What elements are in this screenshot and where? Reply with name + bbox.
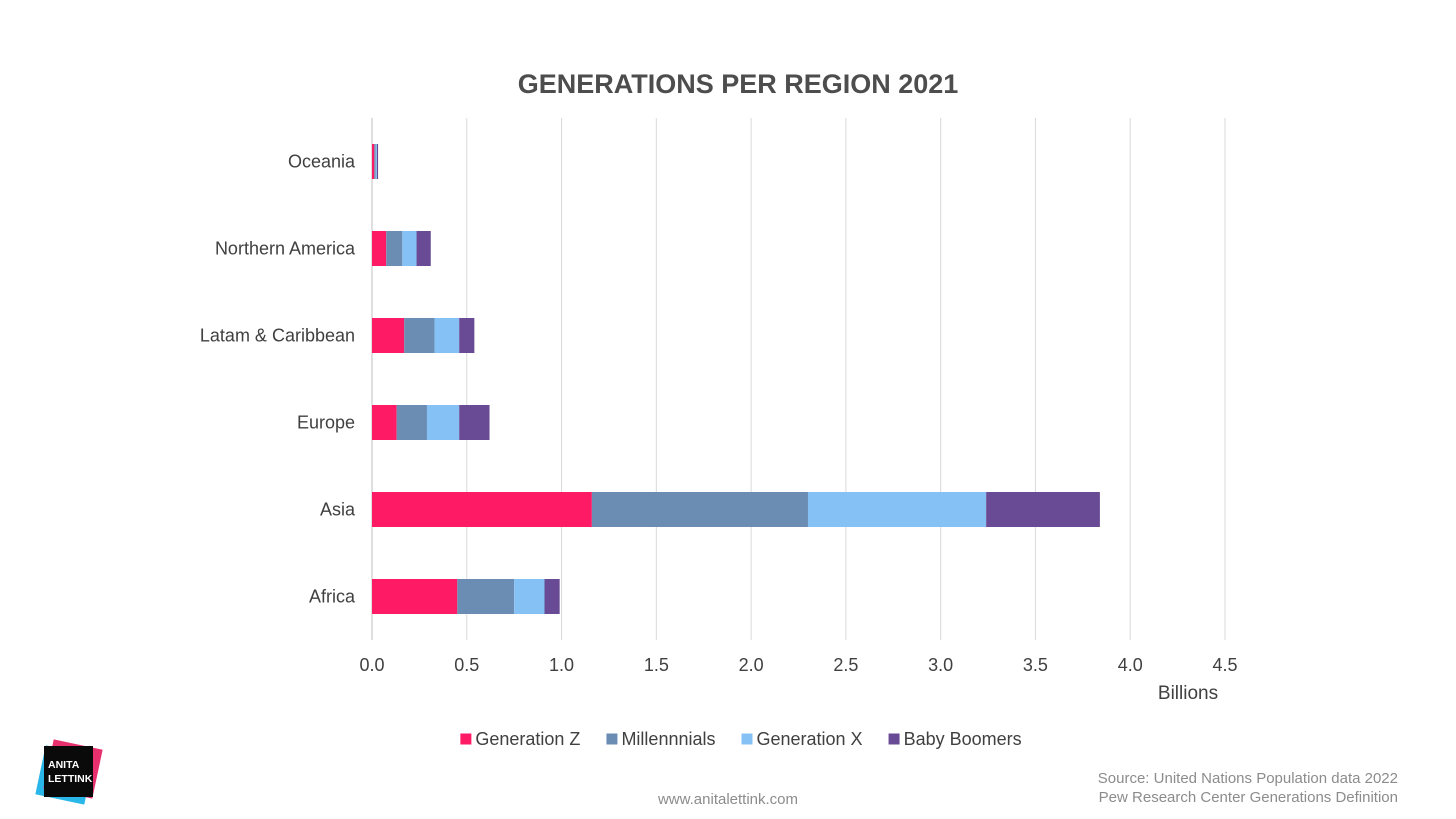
bar-segment: [591, 492, 808, 527]
bar-segment: [416, 231, 431, 266]
bar-segment: [402, 231, 417, 266]
x-tick-labels: 0.0 0.5 1.0 1.5 2.0 2.5 3.0 3.5 4.0 4.5: [359, 655, 1237, 675]
bar-segment: [434, 318, 460, 353]
legend-label: Millennnials: [621, 729, 715, 749]
anita-lettink-logo: ANITA LETTINK: [35, 739, 103, 805]
source-line-2: Pew Research Center Generations Definiti…: [1098, 789, 1398, 806]
bar-segment: [544, 579, 560, 614]
bar-segment: [372, 144, 375, 179]
x-tick-label: 3.0: [928, 655, 953, 675]
legend-label: Generation X: [756, 729, 862, 749]
bar-segment: [372, 579, 458, 614]
bars: [372, 144, 1100, 614]
category-label: Northern America: [215, 239, 356, 259]
bar-segment: [372, 405, 397, 440]
x-tick-label: 1.0: [549, 655, 574, 675]
legend-label: Baby Boomers: [904, 729, 1022, 749]
category-label: Asia: [320, 500, 356, 520]
legend-swatch: [888, 733, 900, 745]
bar-segment: [376, 144, 379, 179]
legend-item: Generation X: [741, 729, 863, 749]
bar-segment: [459, 405, 490, 440]
category-label: Latam & Caribbean: [200, 326, 355, 346]
x-tick-label: 3.5: [1023, 655, 1048, 675]
bar-segment: [457, 579, 515, 614]
logo-line-2: LETTINK: [48, 772, 93, 785]
legend-item: Baby Boomers: [888, 729, 1022, 749]
bar-segment: [372, 492, 592, 527]
bar-segment: [372, 318, 405, 353]
category-labels: Africa Asia Europe Latam & Caribbean Norther…: [200, 152, 356, 607]
x-tick-label: 0.5: [454, 655, 479, 675]
category-label: Oceania: [288, 152, 356, 172]
bar-segment: [396, 405, 427, 440]
bar-segment: [514, 579, 545, 614]
category-label: Africa: [309, 587, 356, 607]
bar-segment: [372, 231, 387, 266]
bar-segment: [374, 144, 376, 179]
legend-item: Millennnials: [606, 729, 715, 749]
legend-swatch: [741, 733, 753, 745]
bar-segment: [386, 231, 403, 266]
chart-title: GENERATIONS PER REGION 2021: [518, 69, 959, 99]
bar-segment: [459, 318, 475, 353]
category-label: Europe: [297, 413, 355, 433]
legend-item: Generation Z: [460, 729, 580, 749]
x-tick-label: 4.0: [1118, 655, 1143, 675]
bar-segment: [986, 492, 1100, 527]
logo-line-1: ANITA: [48, 758, 80, 771]
legend-swatch: [460, 733, 472, 745]
bar-segment: [404, 318, 435, 353]
website-link[interactable]: www.anitalettink.com: [657, 791, 799, 808]
gridlines: [371, 118, 1226, 640]
legend-label: Generation Z: [475, 729, 580, 749]
bar-segment: [807, 492, 987, 527]
x-tick-label: 2.0: [739, 655, 764, 675]
x-axis-title: Billions: [1158, 683, 1218, 704]
source-line-1: Source: United Nations Population data 2…: [1097, 770, 1398, 787]
legend-swatch: [606, 733, 618, 745]
x-tick-label: 2.5: [833, 655, 858, 675]
x-tick-label: 1.5: [644, 655, 669, 675]
x-tick-label: 4.5: [1212, 655, 1237, 675]
bar-segment: [375, 144, 377, 179]
bar-segment: [426, 405, 460, 440]
source-note: Source: United Nations Population data 2…: [1098, 769, 1398, 807]
legend: Generation Z Millennnials Generation X Baby…: [460, 729, 1022, 749]
x-tick-label: 0.0: [359, 655, 384, 675]
